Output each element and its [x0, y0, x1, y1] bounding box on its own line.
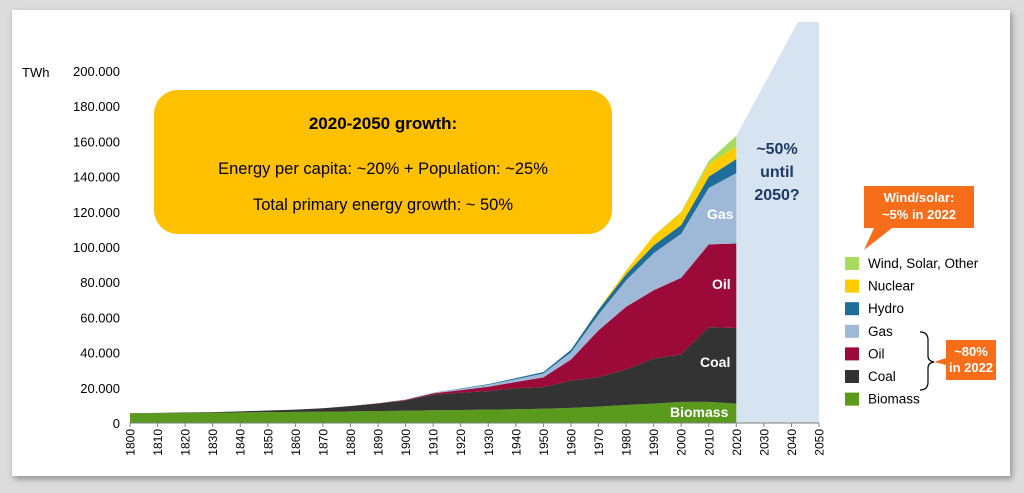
growth-box: 2020-2050 growth: Energy per capita: ~20… [154, 90, 612, 234]
legend-swatch [845, 324, 859, 338]
y-tick-label: 200.000 [73, 64, 120, 79]
area-label-biomass: Biomass [670, 404, 729, 420]
wind-callout-line-2: ~5% in 2022 [882, 207, 956, 222]
wind-callout-line-1: Wind/solar: [884, 190, 955, 205]
x-tick-label: 1880 [344, 429, 358, 456]
growth-box-line1: Energy per capita: ~20% + Population: ~2… [218, 160, 548, 178]
y-tick-label: 100.000 [73, 240, 120, 255]
y-axis-unit-label: TWh [22, 65, 49, 80]
x-tick-label: 1980 [620, 429, 634, 456]
legend-swatch [845, 279, 859, 293]
x-tick-label: 1860 [289, 429, 303, 456]
legend: Wind, Solar, Other Nuclear Hydro Gas Oil Coal… [845, 256, 979, 407]
y-tick-label: 160.000 [73, 134, 120, 149]
legend-swatch [845, 392, 859, 406]
x-tick-label: 2050 [813, 429, 827, 456]
x-tick-label: 1800 [124, 429, 138, 456]
legend-swatch [845, 370, 859, 383]
x-tick-label: 1990 [647, 429, 661, 456]
y-tick-label: 60.000 [80, 310, 120, 325]
y-tick-label: 180.000 [73, 99, 120, 114]
x-tick-label: 1910 [427, 429, 441, 456]
growth-box-line2: Total primary energy growth: ~ 50% [253, 196, 513, 214]
y-tick-label: 0 [113, 416, 120, 431]
area-coal [130, 327, 737, 414]
x-tick-label: 1820 [179, 429, 193, 456]
area-label-oil: Oil [712, 276, 731, 292]
wind-solar-callout: Wind/solar: ~5% in 2022 [864, 186, 974, 250]
legend-label: Hydro [868, 301, 904, 316]
x-tick-label: 1900 [399, 429, 413, 456]
area-label-coal: Coal [700, 354, 730, 370]
x-tick-label: 1830 [206, 429, 220, 456]
growth-box-title: 2020-2050 growth: [309, 114, 457, 133]
legend-label: Wind, Solar, Other [868, 256, 979, 271]
x-tick-label: 1810 [151, 429, 165, 456]
fossil-callout: ~80% in 2022 [919, 331, 996, 391]
energy-chart: 0 20.000 40.000 60.000 80.000 100.000 120.000 1… [22, 22, 996, 456]
x-tick-label: 1950 [537, 429, 551, 456]
x-tick-label: 1870 [316, 429, 330, 456]
y-tick-label: 20.000 [80, 381, 120, 396]
projection-label-line-1: ~50% [756, 141, 797, 158]
x-tick-label: 1920 [454, 429, 468, 456]
fossil-callout-line-1: ~80% [954, 344, 988, 359]
y-tick-label: 140.000 [73, 170, 120, 185]
y-tick-label: 40.000 [80, 346, 120, 361]
projection-label-line-2: until [760, 164, 794, 181]
legend-label: Gas [868, 324, 893, 339]
x-tick-label: 2010 [702, 429, 716, 456]
legend-label: Biomass [868, 392, 920, 407]
chart-panel: 0 20.000 40.000 60.000 80.000 100.000 120.000 1… [12, 10, 1010, 476]
x-tick-label: 2040 [785, 429, 799, 456]
x-tick-label: 1890 [372, 429, 386, 456]
area-label-gas: Gas [707, 206, 734, 222]
x-tick-label: 1970 [592, 429, 606, 456]
legend-swatch [845, 347, 859, 361]
x-tick-label: 1850 [261, 429, 275, 456]
x-tick-label: 1940 [509, 429, 523, 456]
area-biomass [130, 401, 737, 423]
y-tick-label: 120.000 [73, 205, 120, 220]
x-tick-label: 2020 [730, 429, 744, 456]
legend-label: Nuclear [868, 279, 915, 294]
x-tick-label: 1840 [234, 429, 248, 456]
fossil-callout-line-2: in 2022 [949, 360, 993, 375]
projection-wedge [736, 22, 819, 423]
legend-label: Oil [868, 346, 885, 361]
legend-swatch [845, 302, 859, 316]
x-tick-label: 2030 [757, 429, 771, 456]
x-tick-label: 1930 [482, 429, 496, 456]
x-tick-label: 1960 [564, 429, 578, 456]
x-tick-label: 2000 [675, 429, 689, 456]
y-tick-label: 80.000 [80, 275, 120, 290]
legend-label: Coal [868, 369, 896, 384]
projection-label-line-3: 2050? [754, 187, 799, 204]
area-oil [130, 243, 737, 414]
projection-label: ~50% until 2050? [754, 141, 799, 204]
legend-swatch [845, 257, 859, 270]
